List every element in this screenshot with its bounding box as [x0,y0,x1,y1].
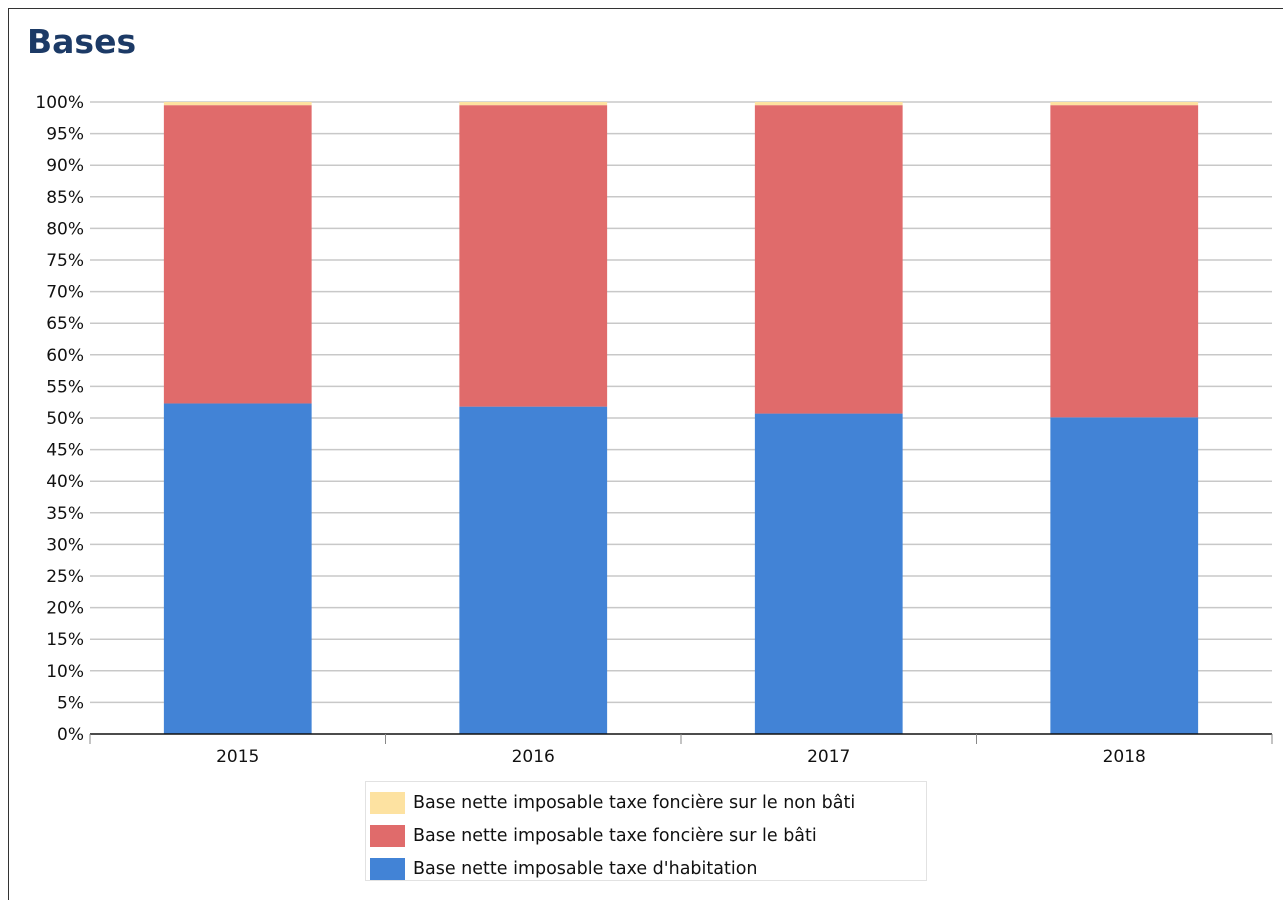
legend-swatch-habitation [370,857,405,880]
bar-segment [1050,105,1199,418]
y-tick-label: 0% [57,725,84,745]
y-tick-label: 35% [46,504,84,524]
x-tick-label: 2015 [216,747,259,767]
x-tick-label: 2016 [512,747,555,767]
legend-item-bati: Base nette imposable taxe foncière sur l… [370,819,926,852]
y-tick-label: 45% [46,441,84,461]
legend-label-habitation: Base nette imposable taxe d'habitation [413,858,758,879]
chart-frame [8,8,1283,900]
y-tick-label: 10% [46,662,84,682]
bar-segment [1050,102,1199,106]
y-tick-label: 80% [46,219,84,239]
y-tick-label: 50% [46,409,84,429]
chart-title: Bases [27,22,137,61]
bar-segment [754,102,903,106]
y-tick-label: 65% [46,314,84,334]
y-tick-label: 55% [46,377,84,397]
legend-item-non-bati: Base nette imposable taxe foncière sur l… [370,786,926,819]
bar-segment [459,406,608,734]
legend-swatch-bati [370,824,405,847]
bar-segment [459,105,608,407]
y-tick-label: 100% [35,93,84,113]
legend-label-non-bati: Base nette imposable taxe foncière sur l… [413,792,856,813]
y-tick-label: 95% [46,125,84,145]
legend-label-bati: Base nette imposable taxe foncière sur l… [413,825,817,846]
bar-segment [1050,417,1199,734]
y-tick-label: 90% [46,156,84,176]
bar-segment [754,413,903,734]
y-tick-label: 5% [57,693,84,713]
y-tick-label: 75% [46,251,84,271]
y-tick-label: 20% [46,599,84,619]
y-tick-label: 30% [46,535,84,555]
bar-segment [754,105,903,414]
y-tick-label: 40% [46,472,84,492]
bar-segment [163,102,312,106]
y-tick-label: 70% [46,283,84,303]
legend-item-habitation: Base nette imposable taxe d'habitation [370,852,926,885]
y-tick-label: 60% [46,346,84,366]
bar-segment [163,105,312,404]
legend-swatch-non-bati [370,791,405,814]
bar-segment [163,403,312,734]
y-tick-label: 15% [46,630,84,650]
x-tick-label: 2017 [807,747,850,767]
x-tick-label: 2018 [1103,747,1146,767]
bar-segment [459,102,608,106]
y-tick-label: 25% [46,567,84,587]
y-tick-label: 85% [46,188,84,208]
legend: Base nette imposable taxe foncière sur l… [365,781,927,881]
